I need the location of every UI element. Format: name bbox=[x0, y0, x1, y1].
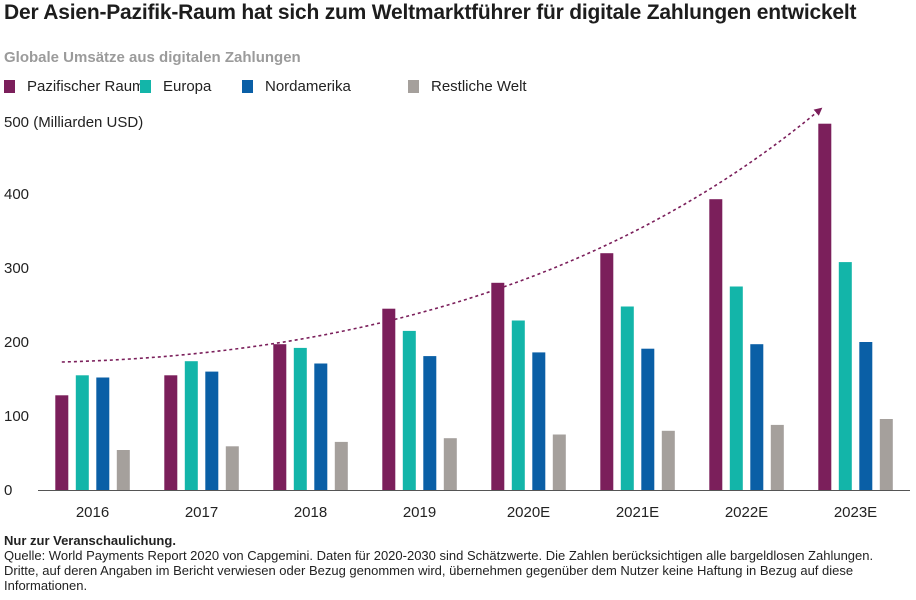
bar-europe-2020E bbox=[511, 320, 525, 490]
y-axis-ticks: 0 100 200 300 400 bbox=[4, 186, 29, 499]
bar-pacific-2020E bbox=[491, 282, 505, 490]
bar-pacific-2019 bbox=[382, 308, 396, 490]
legend-item-pacific: Pazifischer Raum bbox=[4, 75, 145, 97]
x-tick-label: 2019 bbox=[403, 504, 436, 521]
x-tick-label: 2016 bbox=[76, 504, 109, 521]
y-tick-label: 300 bbox=[4, 260, 29, 277]
bar-north-america-2022E bbox=[750, 344, 764, 490]
bar-europe-2021E bbox=[620, 306, 634, 490]
legend-swatch-europe bbox=[140, 79, 151, 93]
bar-north-america-2016 bbox=[96, 377, 110, 490]
legend-swatch-pacific bbox=[4, 79, 15, 93]
y-axis-label: 500 (Milliarden USD) bbox=[4, 114, 143, 131]
x-tick-label: 2021E bbox=[616, 504, 659, 521]
x-tick-label: 2017 bbox=[185, 504, 218, 521]
bar-europe-2019 bbox=[402, 330, 416, 490]
legend-label-rest-of-world: Restliche Welt bbox=[431, 77, 527, 95]
legend-swatch-rest-of-world bbox=[408, 79, 419, 93]
bar-north-america-2018 bbox=[314, 363, 328, 490]
legend-label-north-america: Nordamerika bbox=[265, 77, 351, 95]
y-tick-label: 400 bbox=[4, 186, 29, 203]
bar-pacific-2018 bbox=[273, 344, 287, 490]
bar-rest-of-world-2022E bbox=[770, 424, 784, 490]
bar-rest-of-world-2018 bbox=[334, 441, 348, 490]
bar-rest-of-world-2017 bbox=[225, 446, 239, 490]
footer-source: Quelle: World Payments Report 2020 von C… bbox=[4, 548, 874, 593]
bar-north-america-2020E bbox=[532, 352, 546, 490]
x-tick-label: 2022E bbox=[725, 504, 768, 521]
legend-item-europe: Europa bbox=[140, 75, 211, 97]
legend-label-pacific: Pazifischer Raum bbox=[27, 77, 145, 95]
bar-rest-of-world-2016 bbox=[116, 450, 130, 490]
bar-europe-2023E bbox=[838, 262, 852, 490]
legend-label-europe: Europa bbox=[163, 77, 212, 95]
bar-pacific-2022E bbox=[709, 199, 723, 490]
footer: Nur zur Veranschaulichung. Quelle: World… bbox=[4, 533, 910, 593]
x-tick-label: 2023E bbox=[834, 504, 877, 521]
bar-north-america-2017 bbox=[205, 371, 219, 490]
bar-north-america-2021E bbox=[641, 348, 655, 490]
x-tick-label: 2018 bbox=[294, 504, 327, 521]
trend-arrow bbox=[61, 107, 823, 363]
legend-swatch-north-america bbox=[242, 79, 253, 93]
x-axis-ticks: 2016 2017 2018 2019 2020E 2021E 2022E 2023E bbox=[76, 504, 877, 521]
bar-rest-of-world-2019 bbox=[443, 438, 457, 490]
y-tick-label: 100 bbox=[4, 408, 29, 425]
y-tick-label: 200 bbox=[4, 334, 29, 351]
y-tick-label: 0 bbox=[4, 482, 12, 499]
bar-europe-2022E bbox=[729, 286, 743, 490]
bar-rest-of-world-2021E bbox=[661, 430, 675, 490]
bar-europe-2017 bbox=[184, 361, 198, 490]
bars bbox=[55, 123, 893, 490]
bar-rest-of-world-2020E bbox=[552, 434, 566, 490]
x-tick-label: 2020E bbox=[507, 504, 550, 521]
bar-europe-2016 bbox=[75, 375, 89, 490]
bar-europe-2018 bbox=[293, 347, 307, 490]
chart-title: Der Asien-Pazifik-Raum hat sich zum Welt… bbox=[4, 1, 857, 24]
bar-pacific-2016 bbox=[55, 395, 69, 490]
legend: Pazifischer Raum Europa Nordamerika Rest… bbox=[0, 75, 916, 97]
bar-pacific-2021E bbox=[600, 253, 614, 490]
bar-rest-of-world-2023E bbox=[879, 419, 893, 490]
legend-item-rest-of-world: Restliche Welt bbox=[408, 75, 527, 97]
chart-subtitle: Globale Umsätze aus digitalen Zahlungen bbox=[4, 49, 301, 66]
bar-north-america-2023E bbox=[859, 342, 873, 490]
footer-note: Nur zur Veranschaulichung. bbox=[4, 533, 176, 548]
bar-pacific-2017 bbox=[164, 375, 178, 490]
bar-pacific-2023E bbox=[818, 123, 832, 490]
legend-item-north-america: Nordamerika bbox=[242, 75, 351, 97]
bar-north-america-2019 bbox=[423, 356, 437, 490]
